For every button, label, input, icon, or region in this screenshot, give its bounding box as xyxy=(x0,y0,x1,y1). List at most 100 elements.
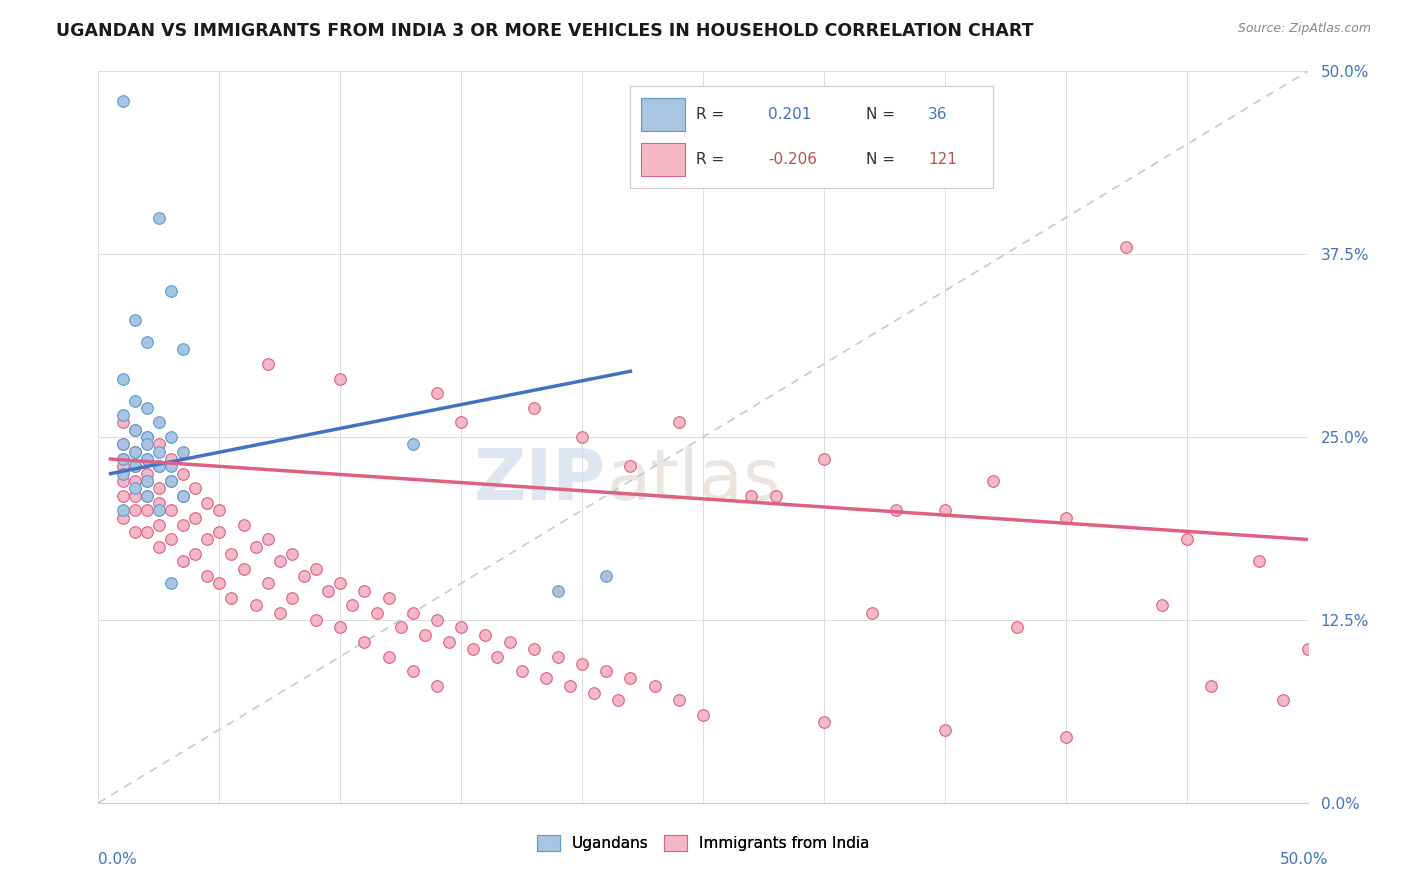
Point xyxy=(813,715,835,730)
Text: 0.0%: 0.0% xyxy=(98,852,138,867)
Point xyxy=(172,444,194,458)
Point xyxy=(195,533,218,547)
Point xyxy=(135,489,157,503)
Point xyxy=(111,474,134,488)
Point xyxy=(148,496,170,510)
Point xyxy=(232,517,254,532)
Point xyxy=(692,708,714,723)
Point xyxy=(269,554,291,568)
Point xyxy=(813,452,835,467)
Point xyxy=(426,613,449,627)
Point xyxy=(256,357,278,371)
Point xyxy=(111,371,134,385)
Point xyxy=(148,517,170,532)
Point xyxy=(1175,533,1198,547)
Point xyxy=(353,583,375,598)
Point xyxy=(281,547,304,561)
Point xyxy=(160,284,183,298)
Text: UGANDAN VS IMMIGRANTS FROM INDIA 3 OR MORE VEHICLES IN HOUSEHOLD CORRELATION CHA: UGANDAN VS IMMIGRANTS FROM INDIA 3 OR MO… xyxy=(56,22,1033,40)
Point xyxy=(135,467,157,481)
Point xyxy=(148,416,170,430)
Point xyxy=(124,481,146,495)
Point xyxy=(124,489,146,503)
Point xyxy=(124,525,146,540)
Point xyxy=(619,459,641,474)
Point xyxy=(1296,642,1319,657)
Point xyxy=(1249,554,1271,568)
Point xyxy=(547,649,569,664)
Point xyxy=(148,540,170,554)
Point xyxy=(135,474,157,488)
Text: atlas: atlas xyxy=(606,447,780,516)
Point xyxy=(135,401,157,415)
Point xyxy=(111,452,134,467)
Point xyxy=(353,635,375,649)
Text: Source: ZipAtlas.com: Source: ZipAtlas.com xyxy=(1237,22,1371,36)
Point xyxy=(172,517,194,532)
Point xyxy=(583,686,606,700)
Point xyxy=(111,510,134,524)
Point xyxy=(510,664,533,678)
Point xyxy=(148,503,170,517)
Point xyxy=(160,503,183,517)
Point xyxy=(124,459,146,474)
Point xyxy=(135,430,157,444)
Point xyxy=(148,459,170,474)
Point xyxy=(377,649,399,664)
Point xyxy=(160,430,183,444)
Point xyxy=(547,583,569,598)
Point xyxy=(135,474,157,488)
Point xyxy=(329,620,352,634)
Point xyxy=(135,430,157,444)
Point xyxy=(135,452,157,467)
Point xyxy=(160,533,183,547)
Point xyxy=(305,613,328,627)
Point xyxy=(316,583,339,598)
Point xyxy=(172,489,194,503)
Point xyxy=(195,496,218,510)
Point xyxy=(160,576,183,591)
Point xyxy=(1054,730,1077,744)
Point xyxy=(1115,240,1137,254)
Point xyxy=(124,474,146,488)
Point xyxy=(124,393,146,408)
Point xyxy=(292,569,315,583)
Point xyxy=(148,437,170,451)
Point xyxy=(607,693,630,707)
Point xyxy=(981,474,1004,488)
Point xyxy=(135,437,157,451)
Point xyxy=(668,416,690,430)
Point xyxy=(1007,620,1029,634)
Point xyxy=(135,489,157,503)
Point xyxy=(765,489,787,503)
Point xyxy=(135,503,157,517)
Point xyxy=(269,606,291,620)
Point xyxy=(232,562,254,576)
Point xyxy=(208,503,231,517)
Point xyxy=(184,547,207,561)
Point xyxy=(195,569,218,583)
Point xyxy=(437,635,460,649)
Point xyxy=(389,620,412,634)
Point xyxy=(571,430,593,444)
Point xyxy=(172,489,194,503)
Point xyxy=(463,642,485,657)
Point xyxy=(450,416,472,430)
Point xyxy=(595,569,617,583)
Point xyxy=(256,576,278,591)
Point xyxy=(523,642,546,657)
Point xyxy=(256,533,278,547)
Point xyxy=(148,459,170,474)
Text: ZIP: ZIP xyxy=(474,447,606,516)
Point xyxy=(934,503,956,517)
Point xyxy=(111,94,134,108)
Point xyxy=(860,606,883,620)
Point xyxy=(111,437,134,451)
Point xyxy=(184,510,207,524)
Point xyxy=(148,444,170,458)
Point xyxy=(221,591,243,605)
Point xyxy=(111,503,134,517)
Point xyxy=(1199,679,1222,693)
Point xyxy=(305,562,328,576)
Point xyxy=(111,459,134,474)
